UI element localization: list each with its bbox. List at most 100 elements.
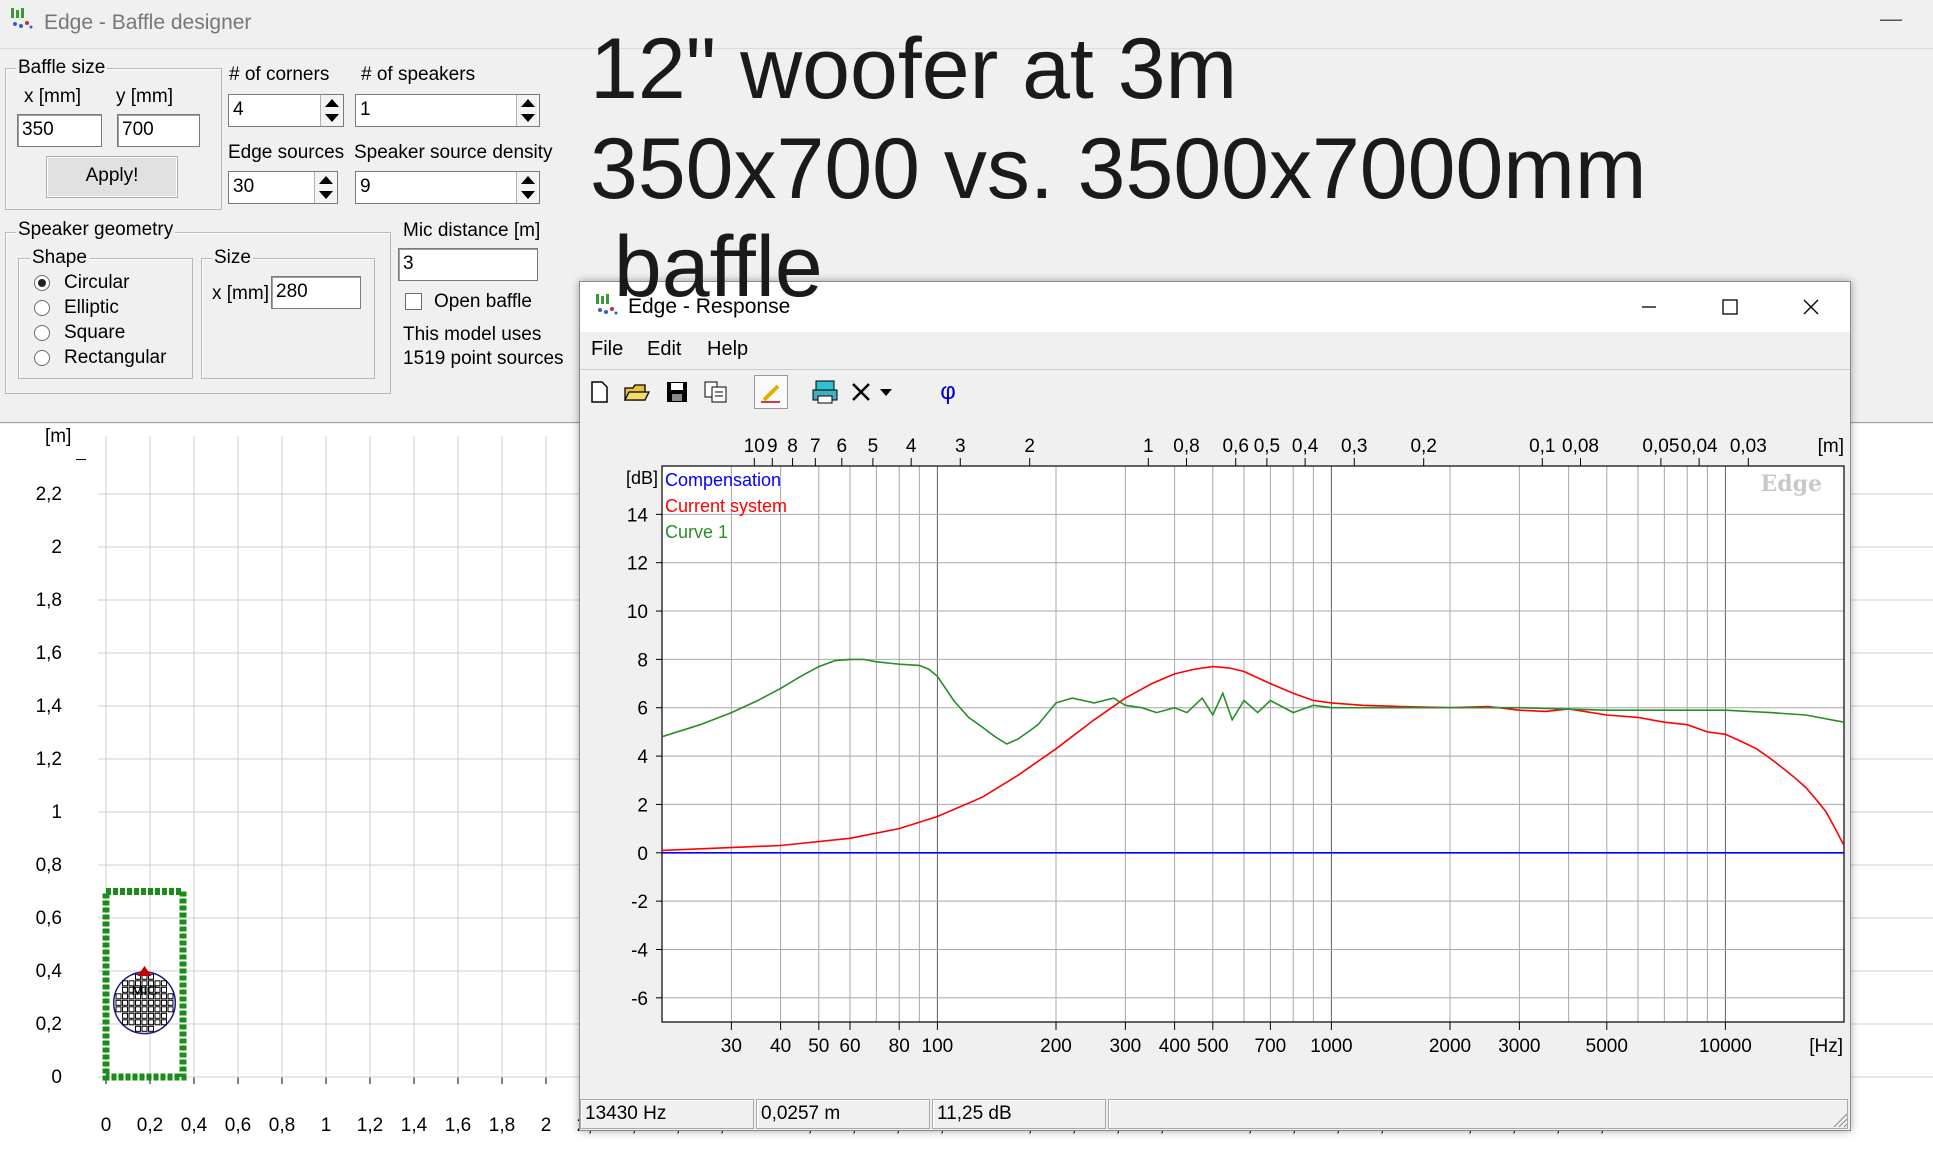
legend-entry: Curve 1 [665, 522, 728, 542]
y-tick-label: 8 [637, 650, 648, 671]
speaker-point-source [128, 1019, 135, 1026]
speaker-point-source [141, 993, 148, 1000]
app-icon [11, 8, 33, 29]
print-icon[interactable] [808, 375, 842, 409]
radio-button[interactable] [34, 350, 50, 366]
phase-phi-icon[interactable]: φ [940, 378, 956, 405]
speakers-value: 1 [360, 99, 371, 120]
speaker-point-source [122, 993, 128, 1000]
menu-file[interactable]: File [591, 338, 624, 360]
baffle-y-input[interactable]: 700 [117, 114, 200, 147]
edge-sources-spinner[interactable]: 30 [228, 171, 338, 204]
spin-up-icon[interactable] [319, 176, 333, 184]
y-tick-label: 0 [637, 844, 648, 865]
baffle-x-input[interactable]: 350 [17, 114, 102, 147]
speaker-point-source [148, 999, 154, 1006]
speaker-point-source [135, 1019, 141, 1026]
corners-value: 4 [233, 99, 244, 120]
open-baffle-label: Open baffle [434, 291, 532, 312]
spin-down-icon[interactable] [521, 191, 535, 199]
x-tick-label: 2 [541, 1115, 552, 1136]
speaker-point-source [115, 999, 122, 1006]
save-icon[interactable] [660, 375, 694, 409]
frequency-response-chart[interactable]: 30 40 50 60 80 100 200 300 400 500 700 1000 2000 3000… [580, 414, 1850, 1096]
radio-square[interactable]: Square [34, 322, 194, 346]
size-x-label: x [mm] [212, 283, 269, 304]
apply-button[interactable]: Apply! [46, 156, 178, 198]
speaker-point-source [135, 993, 141, 1000]
speaker-point-source [148, 980, 154, 987]
speaker-point-source [122, 986, 128, 993]
dropdown-arrow-icon[interactable] [876, 375, 896, 409]
speaker-point-source [135, 1012, 141, 1019]
speaker-point-source [122, 1006, 128, 1013]
shape-label: Shape [30, 247, 89, 268]
x-tick-label: 400 [1159, 1036, 1191, 1057]
mic-distance-label: Mic distance [m] [403, 220, 541, 241]
speaker-point-source [135, 1006, 141, 1013]
toolbar: φ [580, 369, 1850, 415]
open-folder-icon[interactable] [620, 375, 654, 409]
speaker-point-source [148, 1019, 154, 1026]
speaker-point-source [161, 1006, 167, 1013]
status-distance: 0,0257 m [756, 1099, 930, 1129]
delete-x-icon[interactable] [844, 375, 878, 409]
y-tick-label: 0,2 [36, 1014, 62, 1035]
spin-up-icon[interactable] [325, 99, 339, 107]
x-tick-label: 1,2 [357, 1115, 383, 1136]
radio-button[interactable] [34, 325, 50, 341]
menu-help[interactable]: Help [707, 338, 749, 360]
speaker-point-source [154, 986, 161, 993]
speaker-point-source [115, 993, 122, 1000]
baffle-outline [102, 888, 187, 1081]
mic-distance-input[interactable]: 3 [398, 248, 538, 281]
x-tick-label: 80 [889, 1036, 910, 1057]
speaker-point-source [148, 993, 154, 1000]
speaker-point-source [148, 1025, 154, 1032]
top-tick-label: 5 [868, 436, 879, 457]
spin-down-icon[interactable] [521, 114, 535, 122]
corners-label: # of corners [229, 64, 330, 85]
speaker-density-spinner[interactable]: 9 [355, 171, 540, 204]
radio-label: Square [64, 322, 126, 343]
size-x-input[interactable]: 280 [271, 276, 361, 309]
speaker-point-source [128, 999, 135, 1006]
speakers-spinner[interactable]: 1 [355, 94, 540, 127]
top-tick-label: 0,4 [1292, 436, 1319, 457]
radio-elliptic[interactable]: Elliptic [34, 297, 194, 321]
copy-icon[interactable] [699, 375, 733, 409]
speaker-point-source [154, 1012, 161, 1019]
radio-button-selected[interactable] [34, 275, 50, 291]
spin-up-icon[interactable] [521, 176, 535, 184]
y-tick-label: -6 [631, 989, 648, 1010]
minimize-icon[interactable] [1634, 292, 1664, 322]
resize-grip-icon[interactable] [1830, 1110, 1848, 1128]
speaker-point-source [135, 980, 141, 987]
y-tick-label: 0 [51, 1067, 62, 1088]
menu-edit[interactable]: Edit [647, 338, 682, 360]
spin-up-icon[interactable] [521, 99, 535, 107]
speaker-point-source [135, 999, 141, 1006]
corners-spinner[interactable]: 4 [228, 94, 344, 127]
radio-rectangular[interactable]: Rectangular [34, 347, 194, 371]
app-icon [596, 294, 618, 315]
y-tick-label: 2 [637, 795, 648, 816]
series-line [661, 658, 1845, 745]
speaker-point-source [135, 1025, 141, 1032]
radio-button[interactable] [34, 300, 50, 316]
x-tick-label: 0,6 [225, 1115, 251, 1136]
top-tick-label: 9 [767, 436, 778, 457]
speakers-label: # of speakers [361, 64, 476, 85]
speaker-point-source [141, 1006, 148, 1013]
spin-down-icon[interactable] [325, 114, 339, 122]
radio-circular[interactable]: Circular [34, 272, 194, 296]
open-baffle-checkbox[interactable] [405, 293, 422, 310]
minimize-icon[interactable]: — [1880, 6, 1902, 31]
y-tick-label: 1,8 [36, 590, 62, 611]
mic-marker-icon [137, 966, 152, 976]
new-file-icon[interactable] [582, 375, 616, 409]
spin-down-icon[interactable] [319, 191, 333, 199]
edit-pencil-icon[interactable] [754, 375, 788, 409]
maximize-icon[interactable] [1715, 292, 1745, 322]
close-icon[interactable] [1796, 292, 1826, 322]
